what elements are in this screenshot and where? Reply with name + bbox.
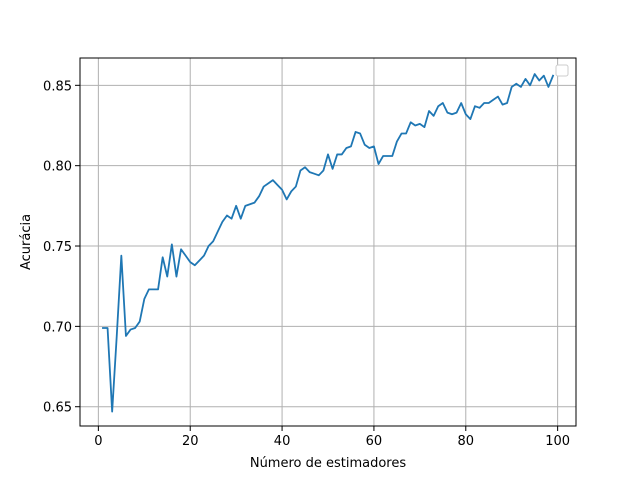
y-tick-label: 0.80 <box>43 160 72 175</box>
legend-box <box>555 64 569 77</box>
grid-lines <box>80 58 576 426</box>
plot-frame <box>79 57 577 427</box>
y-tick-label: 0.75 <box>43 240 72 255</box>
series-line <box>102 73 555 413</box>
x-tick-label: 40 <box>274 434 291 449</box>
x-tick-label: 100 <box>545 434 570 449</box>
y-tick-label: 0.85 <box>43 79 72 94</box>
x-tick-label: 0 <box>94 434 102 449</box>
y-axis-label: Acurácia <box>19 214 34 270</box>
x-tick-label: 80 <box>458 434 475 449</box>
x-tick-label: 20 <box>182 434 199 449</box>
y-tick-label: 0.70 <box>43 320 72 335</box>
axis-ticks: 0 20 40 60 80 100 0.65 0.70 0.75 0.80 0.85 <box>43 79 570 449</box>
data-series <box>102 73 555 413</box>
x-axis-label: Número de estimadores <box>250 456 407 471</box>
y-tick-label: 0.65 <box>43 401 72 416</box>
x-tick-label: 60 <box>366 434 383 449</box>
